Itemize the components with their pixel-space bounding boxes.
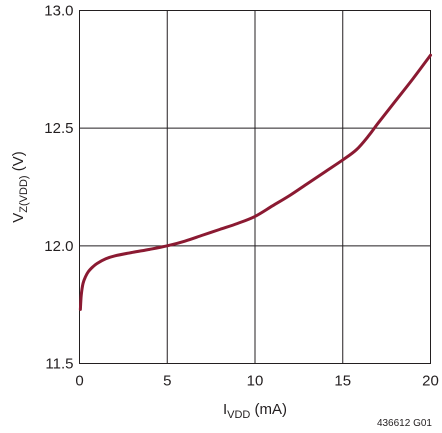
- y-tick-label: 12.5: [44, 120, 73, 137]
- y-axis-label: VZ(VDD) (V): [10, 151, 30, 222]
- x-tick-label: 10: [247, 373, 264, 390]
- grid-lines: [79, 10, 431, 364]
- x-tick-label: 15: [334, 373, 351, 390]
- plot-frame: [79, 10, 431, 364]
- x-tick-label: 5: [163, 373, 171, 390]
- x-axis-label: IVDD (mA): [223, 401, 287, 421]
- figure-code: 436612 G01: [377, 418, 432, 429]
- series-line: [78, 53, 432, 311]
- x-tick-label: 0: [75, 373, 83, 390]
- y-tick-labels: 11.5 12.0 12.5 13.0: [44, 3, 73, 373]
- y-tick-label: 11.5: [45, 356, 73, 373]
- y-tick-label: 12.0: [44, 238, 73, 255]
- x-tick-labels: 0 5 10 15 20: [75, 373, 439, 390]
- x-tick-label: 20: [422, 373, 439, 390]
- y-tick-label: 13.0: [44, 3, 73, 20]
